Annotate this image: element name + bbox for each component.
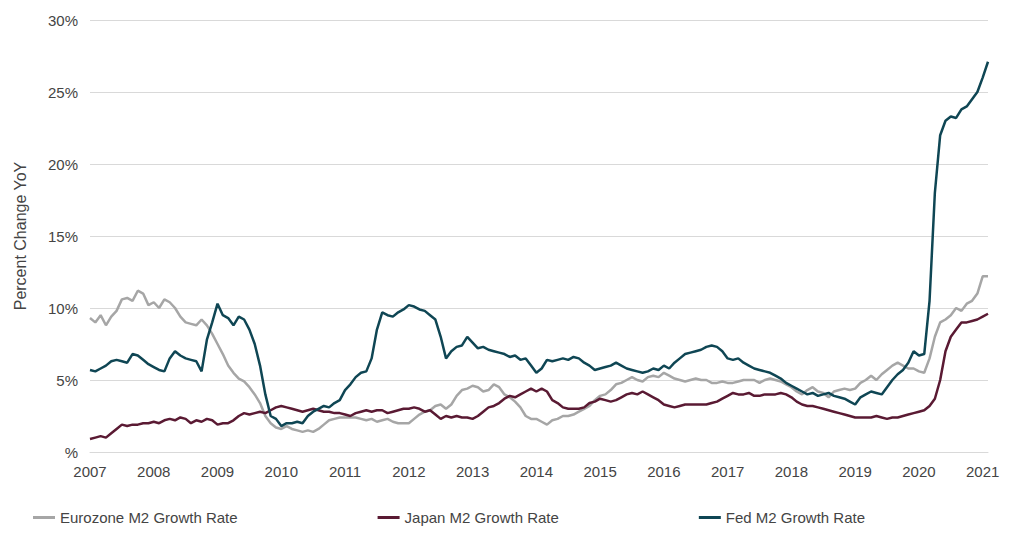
svg-text:25%: 25% — [48, 84, 78, 101]
svg-text:Eurozone M2 Growth Rate: Eurozone M2 Growth Rate — [60, 509, 238, 526]
svg-text:2016: 2016 — [647, 463, 680, 480]
svg-text:2013: 2013 — [456, 463, 489, 480]
svg-text:2011: 2011 — [329, 463, 361, 480]
svg-text:20%: 20% — [48, 156, 78, 173]
svg-text:5%: 5% — [56, 372, 78, 389]
svg-text:2020: 2020 — [902, 463, 935, 480]
svg-text:2019: 2019 — [838, 463, 871, 480]
svg-text:2021: 2021 — [966, 463, 999, 480]
svg-text:2008: 2008 — [137, 463, 170, 480]
svg-text:2010: 2010 — [265, 463, 298, 480]
svg-text:30%: 30% — [48, 12, 78, 29]
svg-text:2018: 2018 — [775, 463, 808, 480]
svg-text:Japan M2 Growth Rate: Japan M2 Growth Rate — [405, 509, 559, 526]
svg-text:2009: 2009 — [201, 463, 234, 480]
svg-text:2014: 2014 — [520, 463, 553, 480]
svg-text:15%: 15% — [48, 228, 78, 245]
svg-text:Percent Change YoY: Percent Change YoY — [12, 161, 29, 310]
svg-text:2007: 2007 — [73, 463, 106, 480]
svg-text:2017: 2017 — [711, 463, 744, 480]
svg-text:2015: 2015 — [583, 463, 616, 480]
svg-text:%: % — [65, 444, 78, 461]
svg-text:Fed M2 Growth Rate: Fed M2 Growth Rate — [726, 509, 865, 526]
svg-text:10%: 10% — [48, 300, 78, 317]
svg-text:2012: 2012 — [392, 463, 425, 480]
